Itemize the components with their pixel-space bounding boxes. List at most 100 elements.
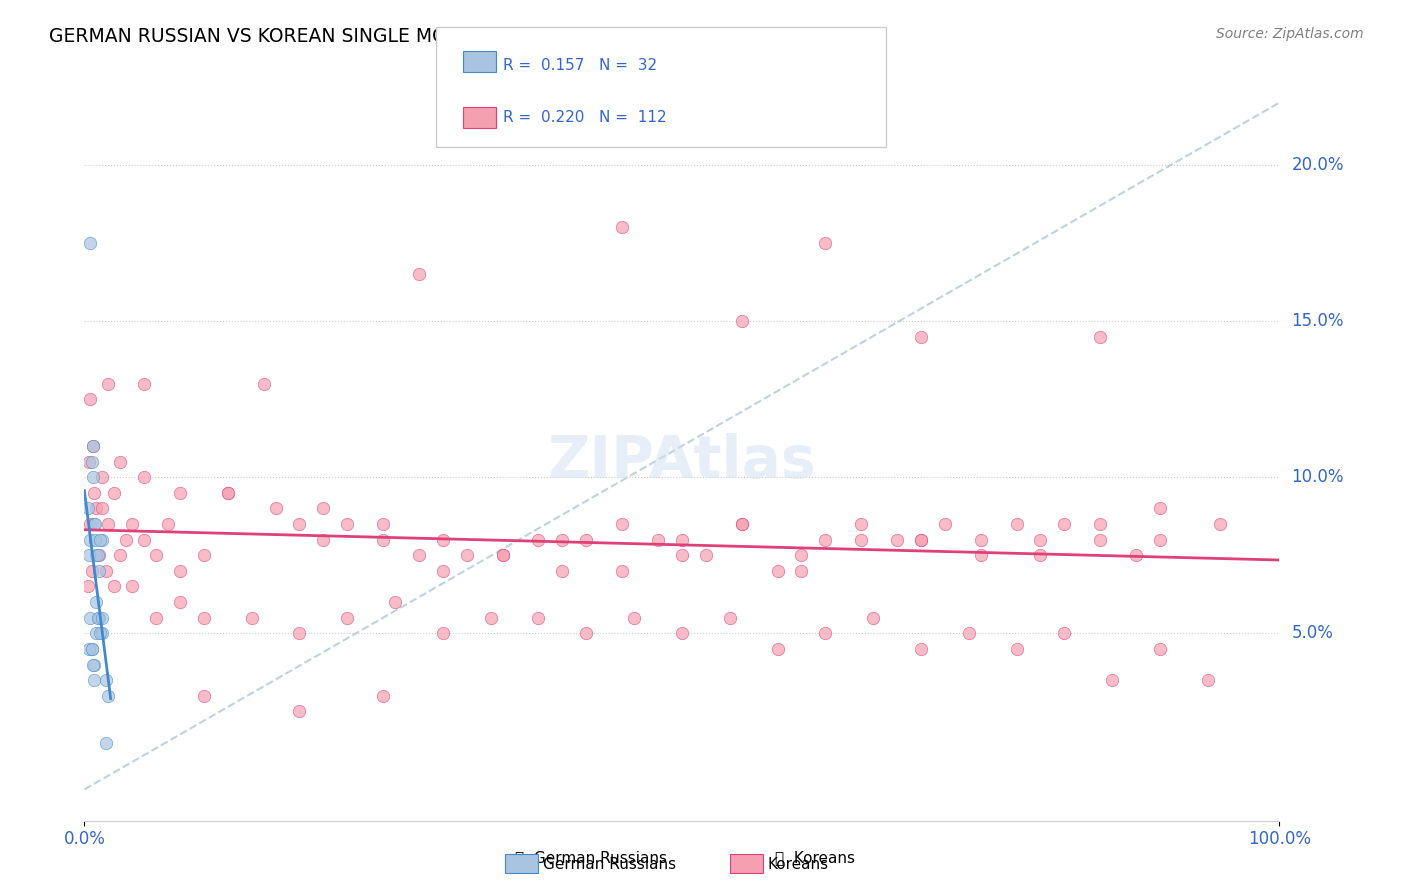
Point: [217, 485, 239, 500]
Point: [86, 501, 108, 516]
Point: [86, 595, 108, 609]
Point: [671, 626, 693, 640]
Text: 20.0%: 20.0%: [1292, 156, 1344, 174]
Point: [91, 470, 114, 484]
Point: [110, 455, 132, 469]
Point: [851, 533, 873, 547]
Point: [957, 626, 980, 640]
Point: [79, 236, 101, 251]
Point: [970, 548, 993, 563]
Point: [145, 548, 167, 563]
Point: [80, 455, 103, 469]
Point: [87, 611, 110, 625]
Point: [671, 548, 693, 563]
Text: Source: ZipAtlas.com: Source: ZipAtlas.com: [1216, 27, 1364, 41]
Point: [432, 626, 454, 640]
Point: [970, 533, 993, 547]
Point: [671, 533, 693, 547]
Point: [862, 611, 884, 625]
Point: [121, 517, 143, 532]
Point: [479, 611, 502, 625]
Point: [790, 564, 813, 578]
Point: [551, 533, 574, 547]
Point: [83, 485, 105, 500]
Point: [1209, 517, 1232, 532]
Point: [91, 626, 114, 640]
Point: [83, 517, 105, 532]
Point: [551, 564, 574, 578]
Point: [612, 564, 634, 578]
Point: [193, 689, 215, 703]
Point: [97, 376, 120, 391]
Point: [910, 642, 932, 657]
Point: [910, 533, 932, 547]
Point: [373, 533, 395, 547]
Point: [145, 611, 167, 625]
Point: [240, 611, 263, 625]
Point: [718, 611, 741, 625]
Point: [910, 330, 932, 344]
Text: ⬜  Koreans: ⬜ Koreans: [776, 850, 855, 865]
Text: R =  0.220   N =  112: R = 0.220 N = 112: [503, 111, 666, 125]
Point: [77, 455, 100, 469]
Point: [110, 548, 132, 563]
Point: [82, 657, 104, 672]
Point: [94, 564, 117, 578]
Point: [1005, 517, 1028, 532]
Point: [169, 595, 191, 609]
Point: [94, 673, 117, 688]
Point: [1125, 548, 1147, 563]
Point: [731, 314, 754, 328]
Point: [79, 392, 101, 407]
Point: [934, 517, 956, 532]
Point: [77, 642, 100, 657]
Point: [193, 611, 215, 625]
Point: [87, 564, 110, 578]
Point: [432, 533, 454, 547]
Point: [82, 439, 104, 453]
Point: [575, 533, 598, 547]
Point: [94, 735, 117, 749]
Point: [91, 533, 114, 547]
Point: [695, 548, 717, 563]
Point: [79, 517, 101, 532]
Point: [731, 517, 754, 532]
Point: [336, 517, 359, 532]
Point: [790, 548, 813, 563]
Point: [97, 517, 120, 532]
Point: [84, 533, 107, 547]
Point: [647, 533, 669, 547]
Point: [288, 517, 311, 532]
Point: [312, 533, 335, 547]
Point: [1029, 548, 1052, 563]
Text: Koreans: Koreans: [768, 857, 828, 871]
Point: [527, 611, 550, 625]
Point: [288, 705, 311, 719]
Point: [336, 611, 359, 625]
Point: [132, 470, 156, 484]
Point: [82, 439, 104, 453]
Point: [623, 611, 645, 625]
Point: [1149, 533, 1171, 547]
Point: [86, 548, 108, 563]
Point: [527, 533, 550, 547]
Point: [814, 236, 837, 251]
Point: [115, 533, 138, 547]
Point: [814, 626, 837, 640]
Point: [373, 517, 395, 532]
Point: [86, 611, 108, 625]
Point: [408, 548, 430, 563]
Point: [79, 533, 101, 547]
Point: [77, 548, 100, 563]
Point: [157, 517, 180, 532]
Point: [84, 517, 107, 532]
Point: [77, 501, 100, 516]
Point: [886, 533, 908, 547]
Point: [80, 642, 103, 657]
Point: [766, 564, 789, 578]
Point: [86, 626, 108, 640]
Point: [1149, 642, 1171, 657]
Point: [575, 626, 598, 640]
Point: [77, 580, 100, 594]
Text: 5.0%: 5.0%: [1292, 624, 1333, 642]
